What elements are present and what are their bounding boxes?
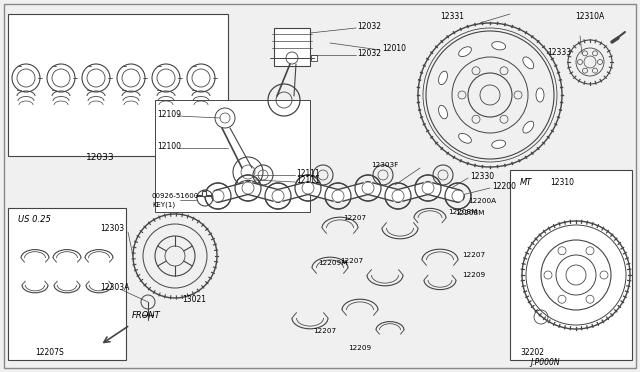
Text: 12310: 12310 <box>550 178 574 187</box>
Text: MT: MT <box>520 178 532 187</box>
Text: 12207: 12207 <box>314 328 337 334</box>
Text: 12207S: 12207S <box>36 348 65 357</box>
Text: 12032: 12032 <box>357 48 381 58</box>
Text: 12109: 12109 <box>157 109 181 119</box>
Text: 12330: 12330 <box>470 171 494 180</box>
Text: US 0.25: US 0.25 <box>18 215 51 224</box>
Text: 12111: 12111 <box>296 169 320 177</box>
Ellipse shape <box>459 134 472 143</box>
Text: 12331: 12331 <box>440 12 464 21</box>
Bar <box>274 28 310 66</box>
Text: 00926-51600: 00926-51600 <box>152 193 199 199</box>
Text: 12303F: 12303F <box>371 162 399 168</box>
Text: KEY(1): KEY(1) <box>152 202 175 208</box>
Bar <box>202 191 206 196</box>
Ellipse shape <box>459 47 472 57</box>
Text: 12208M: 12208M <box>455 210 484 216</box>
Text: 12209: 12209 <box>462 272 485 278</box>
Text: J.P000N: J.P000N <box>530 358 559 367</box>
Text: 13021: 13021 <box>182 295 206 304</box>
Ellipse shape <box>492 140 506 148</box>
Text: FRONT: FRONT <box>132 311 161 320</box>
Ellipse shape <box>438 71 447 84</box>
Ellipse shape <box>492 42 506 50</box>
Ellipse shape <box>536 88 544 102</box>
Bar <box>155 100 310 212</box>
Text: 12100: 12100 <box>157 141 181 151</box>
Bar <box>8 208 126 360</box>
Ellipse shape <box>438 105 447 119</box>
Ellipse shape <box>523 121 534 133</box>
Text: 32202: 32202 <box>520 348 544 357</box>
Text: 12207: 12207 <box>462 252 485 258</box>
Text: 12303: 12303 <box>100 224 124 232</box>
Text: 12333: 12333 <box>547 48 571 57</box>
Text: 12010: 12010 <box>382 44 406 52</box>
Bar <box>311 55 317 61</box>
Text: 12111: 12111 <box>296 176 320 185</box>
Text: 12033: 12033 <box>86 153 115 162</box>
Text: 12303A: 12303A <box>100 283 129 292</box>
Text: 12209M: 12209M <box>318 260 348 266</box>
Text: 12208M: 12208M <box>448 209 477 215</box>
Text: 12209: 12209 <box>348 345 372 351</box>
Bar <box>510 170 632 360</box>
Ellipse shape <box>523 57 534 69</box>
Text: 12200A: 12200A <box>468 198 496 204</box>
Text: 12310A: 12310A <box>575 12 604 21</box>
Text: 12207: 12207 <box>344 215 367 221</box>
Text: 12032: 12032 <box>357 22 381 31</box>
Bar <box>8 14 228 156</box>
Text: 12207: 12207 <box>340 258 364 264</box>
Text: 12200: 12200 <box>492 182 516 190</box>
